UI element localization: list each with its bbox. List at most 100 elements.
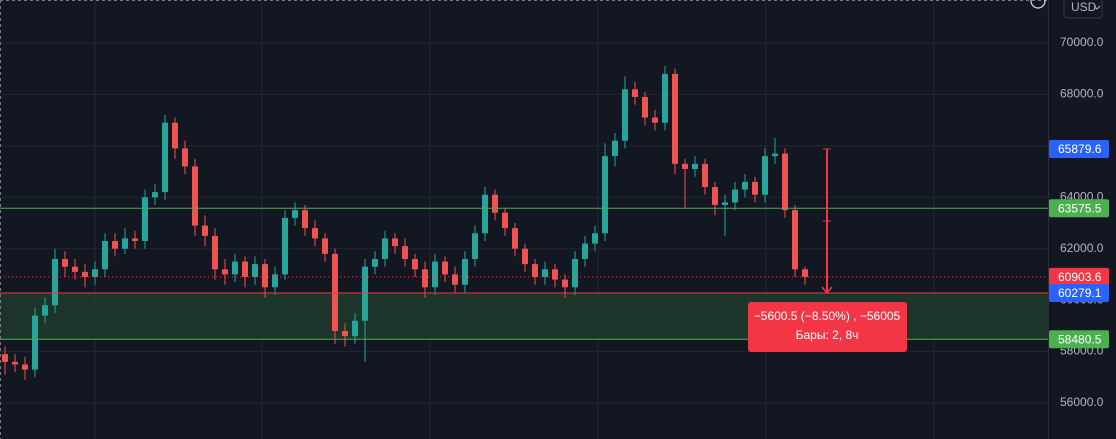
candle-body: [462, 258, 468, 285]
candle-body: [472, 233, 478, 259]
candle-body: [592, 233, 598, 244]
candle-body: [722, 202, 728, 205]
candle-body: [492, 194, 498, 213]
candle-body: [802, 269, 808, 277]
candle-body: [702, 163, 708, 187]
candle-body: [102, 240, 108, 270]
candle-body: [422, 269, 428, 288]
vertical-grid: [94, 0, 935, 439]
candle-body: [122, 238, 128, 249]
candle-body: [112, 240, 118, 249]
candle-body: [142, 197, 148, 241]
price-label-box: [1049, 199, 1109, 218]
candle-body: [682, 163, 688, 169]
candle-body: [382, 238, 388, 259]
candle-body: [442, 261, 448, 275]
candle-body: [272, 274, 278, 288]
dropdown-arrow: [1093, 5, 1101, 10]
candle-body: [612, 140, 618, 157]
candle-body: [532, 264, 538, 277]
candle-body: [32, 315, 38, 370]
candle-body: [452, 274, 458, 285]
candle-body: [792, 210, 798, 270]
candle-body: [712, 186, 718, 205]
candle-body: [602, 156, 608, 234]
candle-body: [352, 320, 358, 337]
candle-body: [282, 217, 288, 275]
candle-body: [262, 264, 268, 288]
candle-body: [582, 243, 588, 259]
candle-body: [252, 264, 258, 277]
candle-body: [632, 89, 638, 97]
candle-body: [132, 238, 138, 241]
candle-body: [572, 258, 578, 288]
candle-body: [162, 122, 168, 193]
candle-body: [302, 210, 308, 229]
candle-body: [412, 258, 418, 270]
candle-body: [402, 246, 408, 259]
candle-body: [2, 354, 8, 362]
candle-body: [332, 253, 338, 331]
y-tick-label: 56000.0: [1060, 395, 1104, 409]
candle-body: [312, 228, 318, 239]
candle-body: [72, 266, 78, 272]
candle-body: [182, 148, 188, 167]
candle-body: [212, 235, 218, 270]
price-label-box: [1049, 139, 1109, 158]
candle-body: [82, 271, 88, 277]
y-tick-label: 68000.0: [1060, 87, 1104, 101]
price-label: 60903.6: [1058, 270, 1102, 284]
measure-box: [748, 301, 907, 352]
candle-body: [562, 279, 568, 288]
candle-body: [552, 269, 558, 280]
price-label: 63575.5: [1058, 201, 1102, 215]
candle-body: [322, 238, 328, 254]
candle-body: [52, 258, 58, 306]
candle-body: [192, 166, 198, 226]
price-label: 65879.6: [1058, 142, 1102, 156]
candle-body: [392, 238, 398, 247]
candle-body: [652, 117, 658, 123]
candle-body: [222, 269, 228, 275]
candle-body: [12, 361, 18, 365]
candle-body: [42, 305, 48, 316]
candle-body: [362, 266, 368, 321]
candle-body: [22, 364, 28, 370]
y-tick-label: 70000.0: [1060, 35, 1104, 49]
price-label: 60279.1: [1058, 286, 1102, 300]
candle-body: [672, 73, 678, 164]
candle-body: [372, 258, 378, 267]
candle-body: [342, 330, 348, 337]
candle-body: [782, 153, 788, 211]
candle-body: [232, 261, 238, 275]
add-button[interactable]: [1030, 0, 1046, 9]
price-label-box: [1049, 283, 1109, 302]
candle-body: [202, 225, 208, 236]
candle-body: [542, 269, 548, 277]
measure-text: −5600.5 (−8.50%) , −56005: [754, 309, 901, 323]
candle-body: [292, 210, 298, 218]
price-label-box: [1049, 267, 1109, 286]
price-label-box: [1049, 330, 1109, 349]
measure-arrow: [821, 286, 833, 295]
candle-body: [622, 89, 628, 141]
candle-body: [522, 248, 528, 265]
candle-body: [742, 181, 748, 190]
price-label: 58480.5: [1058, 332, 1102, 346]
currency: USD: [1071, 0, 1097, 14]
candle-body: [432, 261, 438, 288]
candle-body: [62, 258, 68, 267]
candle-body: [692, 163, 698, 169]
candle-body: [152, 192, 158, 198]
measure-text: Бары: 2, 8ч: [796, 328, 859, 342]
candle-body: [92, 269, 98, 277]
y-tick-label: 62000.0: [1060, 241, 1104, 255]
candle-body: [642, 96, 648, 118]
candle-body: [732, 189, 738, 203]
candle-body: [772, 153, 778, 157]
currency-button[interactable]: [1063, 0, 1103, 19]
candle-body: [502, 212, 508, 229]
